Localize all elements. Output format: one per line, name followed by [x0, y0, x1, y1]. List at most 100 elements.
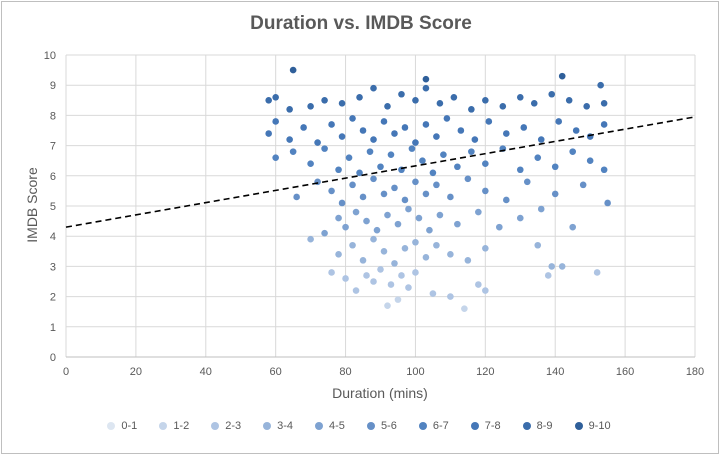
data-point	[405, 205, 412, 213]
data-point	[482, 287, 489, 294]
data-point	[391, 130, 398, 137]
data-point	[530, 100, 538, 107]
data-point	[422, 254, 430, 261]
data-point	[600, 121, 608, 128]
data-point	[569, 223, 576, 231]
legend-swatch	[470, 422, 479, 430]
data-point	[352, 208, 360, 216]
legend-label: 9-10	[588, 420, 611, 432]
x-tick-label: 40	[200, 366, 212, 378]
data-points	[265, 66, 611, 312]
chart-title: Duration vs. IMDB Score	[250, 13, 472, 34]
data-point	[300, 124, 307, 131]
legend-label: 6-7	[432, 420, 449, 432]
data-point	[384, 211, 391, 219]
y-tick-label: 5	[50, 201, 56, 213]
data-point	[412, 238, 419, 246]
data-point	[352, 287, 360, 294]
data-point	[558, 72, 566, 80]
legend-label: 5-6	[380, 420, 397, 432]
data-point	[436, 211, 444, 219]
y-tick-label: 4	[50, 231, 56, 243]
data-point	[307, 160, 314, 168]
data-point	[338, 199, 346, 207]
data-point	[548, 263, 556, 270]
data-point	[454, 163, 461, 171]
data-point	[579, 181, 587, 189]
legend-swatch	[211, 422, 220, 430]
y-tick-label: 1	[50, 322, 56, 334]
data-point	[516, 93, 524, 101]
data-point	[335, 251, 342, 258]
legend-item: 5-6	[366, 420, 397, 432]
data-point	[475, 281, 482, 288]
data-point	[394, 296, 402, 303]
data-point	[398, 90, 405, 98]
legend-swatch	[315, 422, 324, 430]
legend-item: 8-9	[522, 420, 553, 432]
data-point	[391, 184, 398, 192]
data-point	[447, 251, 454, 258]
data-point	[447, 193, 454, 201]
legend-item: 6-7	[418, 420, 449, 432]
data-point	[363, 217, 370, 225]
data-point	[534, 241, 542, 249]
data-point	[401, 124, 409, 131]
data-point	[398, 272, 405, 279]
data-point	[373, 226, 381, 234]
data-point	[461, 305, 468, 312]
data-point	[597, 81, 604, 89]
legend-swatch	[107, 422, 116, 430]
y-tick-label: 7	[50, 141, 56, 153]
data-point	[321, 97, 328, 104]
data-point	[377, 163, 384, 171]
data-point	[482, 160, 489, 168]
y-tick-label: 6	[50, 171, 56, 183]
data-point	[328, 269, 335, 276]
data-point	[359, 127, 367, 134]
data-point	[422, 84, 430, 92]
data-point	[289, 66, 297, 74]
data-point	[537, 136, 545, 143]
data-point	[426, 226, 433, 234]
data-point	[482, 187, 489, 195]
data-point	[387, 151, 395, 158]
data-point	[496, 223, 503, 231]
data-point	[468, 148, 475, 155]
x-tick-label: 120	[476, 366, 494, 378]
data-point	[447, 293, 454, 300]
legend-label: 8-9	[536, 420, 553, 432]
data-point	[475, 208, 482, 216]
data-point	[356, 169, 363, 177]
data-point	[433, 133, 440, 140]
data-point	[422, 190, 430, 198]
data-point	[356, 93, 363, 101]
y-tick-label: 8	[50, 110, 56, 122]
data-point	[363, 272, 370, 279]
data-point	[516, 166, 524, 174]
data-point	[569, 148, 576, 155]
data-point	[433, 181, 440, 189]
legend-label: 4-5	[329, 420, 345, 432]
y-tick-label: 10	[44, 50, 56, 62]
data-point	[415, 214, 423, 222]
data-point	[384, 302, 391, 309]
data-point	[286, 106, 293, 113]
data-point	[391, 260, 398, 267]
data-point	[412, 178, 419, 186]
data-point	[523, 178, 531, 186]
data-point	[471, 136, 479, 143]
data-point	[604, 199, 611, 207]
data-point	[454, 220, 461, 228]
data-point	[537, 205, 545, 213]
data-point	[600, 166, 608, 174]
data-point	[412, 269, 419, 276]
data-point	[370, 84, 377, 92]
data-point	[401, 244, 409, 252]
data-point	[366, 148, 374, 155]
data-point	[583, 103, 590, 110]
data-point	[370, 136, 377, 143]
legend-item: 4-5	[315, 420, 345, 432]
